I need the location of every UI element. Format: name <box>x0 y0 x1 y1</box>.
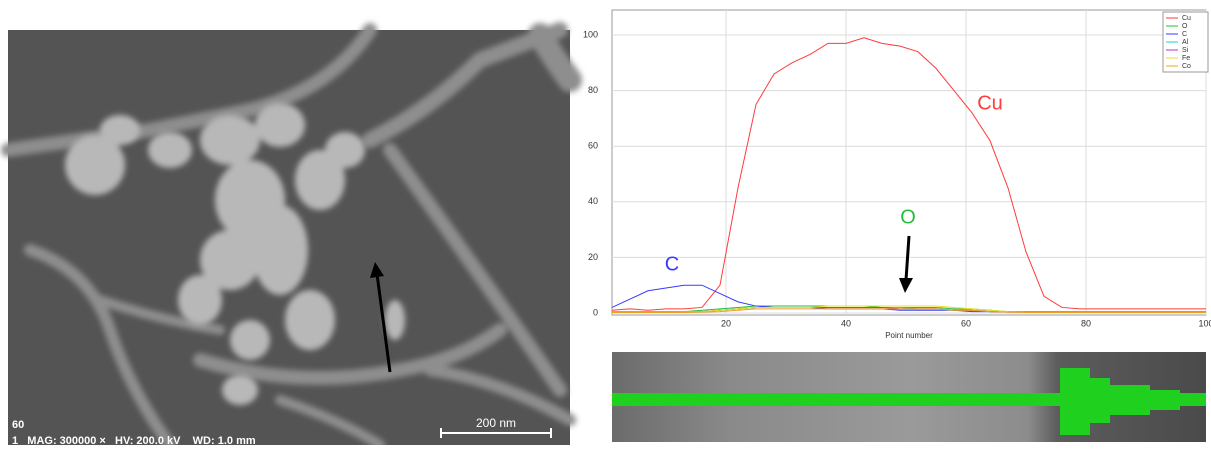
legend-label: Fe <box>1182 55 1190 62</box>
x-tick-label: 100 <box>1198 318 1211 328</box>
image-info: 1 MAG: 300000 × HV: 200.0 kV WD: 1.0 mm <box>12 435 256 445</box>
arrow-head <box>370 262 384 278</box>
series-line <box>611 37 1206 311</box>
frame-label: 60 <box>12 419 24 431</box>
x-tick-label: 60 <box>961 318 971 328</box>
legend-label: Al <box>1182 39 1189 46</box>
annotation: O <box>900 206 916 228</box>
series-line <box>612 308 1206 313</box>
annotation: C <box>665 253 679 275</box>
sem-particles <box>65 103 405 405</box>
y-tick-label: 20 <box>588 252 598 262</box>
y-tick-label: 100 <box>583 29 598 39</box>
annotation-arrow-head <box>899 278 913 293</box>
y-tick-label: 40 <box>588 196 598 206</box>
plot: 02040608010020406080100Point numberCuOCA… <box>583 10 1211 340</box>
line-scan-image <box>612 352 1206 442</box>
arrow-shaft <box>375 273 392 373</box>
scale-bar-label: 200 nm <box>476 416 516 430</box>
annotation: Cu <box>977 92 1003 114</box>
sem-filaments <box>1 22 582 450</box>
plot-frame <box>611 9 1207 316</box>
sem-image: 60 1 MAG: 300000 × HV: 200.0 kV WD: 1.0 … <box>1 22 582 450</box>
x-tick-label: 80 <box>1081 318 1091 328</box>
scan-signal <box>1060 368 1206 435</box>
legend-label: O <box>1182 23 1188 30</box>
annotation-arrow <box>904 235 911 281</box>
x-tick-label: 20 <box>721 318 731 328</box>
x-tick-label: 40 <box>841 318 851 328</box>
y-tick-label: 60 <box>588 141 598 151</box>
x-axis-label: Point number <box>885 331 933 340</box>
scan-line <box>612 393 1206 406</box>
y-tick-label: 80 <box>588 85 598 95</box>
legend-label: Co <box>1182 63 1191 70</box>
legend-label: Cu <box>1182 15 1191 22</box>
legend-label: Si <box>1182 47 1189 54</box>
legend-label: C <box>1182 31 1187 38</box>
y-tick-label: 0 <box>593 307 598 317</box>
